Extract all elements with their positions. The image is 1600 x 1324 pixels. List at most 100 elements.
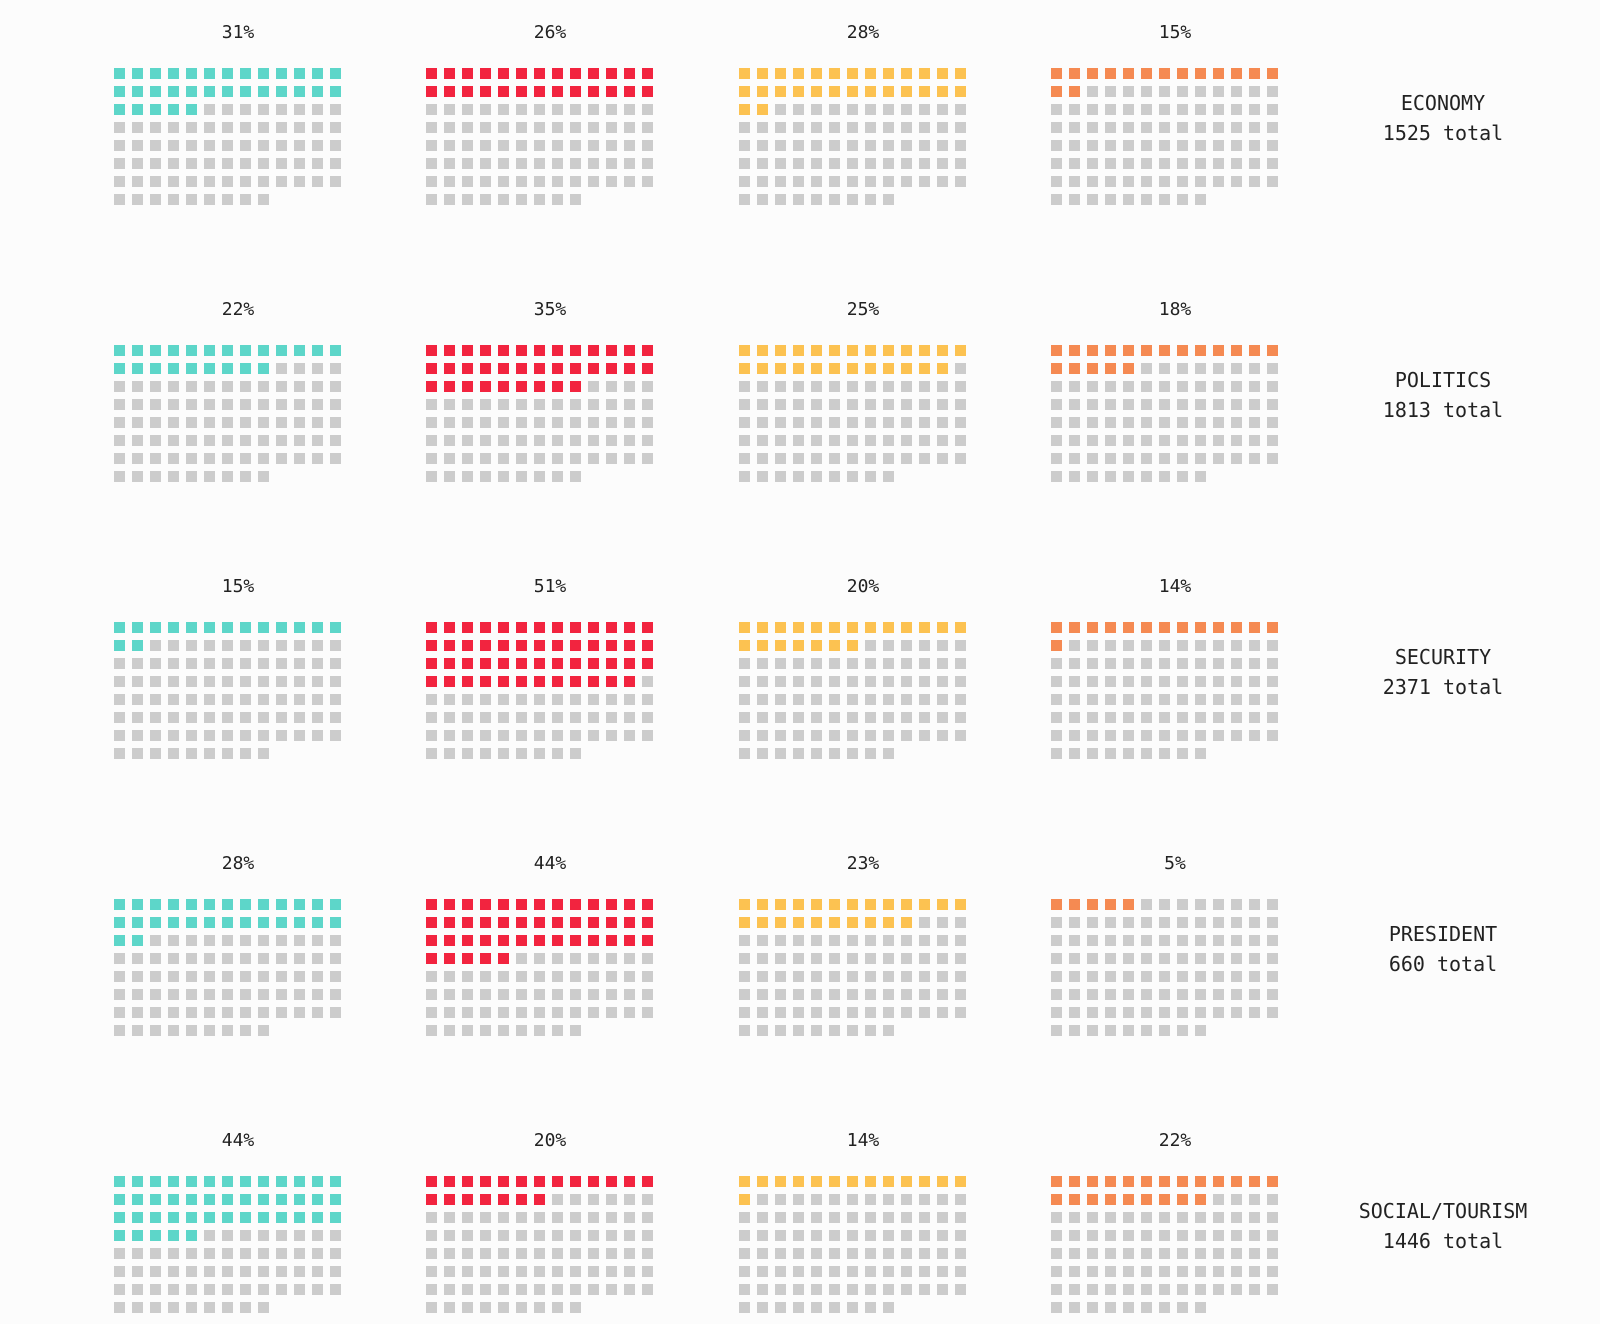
waffle-cell-empty [294, 989, 305, 1000]
waffle-cell-empty [240, 140, 251, 151]
waffle-cell-empty [1051, 1284, 1062, 1295]
waffle-cell-filled [168, 899, 179, 910]
waffle-cell-empty [330, 935, 341, 946]
waffle-cell-filled [865, 917, 876, 928]
waffle-cell-filled [793, 363, 804, 374]
waffle-cell-empty [276, 1248, 287, 1259]
waffle-cell-filled [901, 345, 912, 356]
waffle-cell-empty [739, 417, 750, 428]
waffle-cell-empty [150, 1025, 161, 1036]
waffle-cell-empty [1177, 1230, 1188, 1241]
waffle-cell-empty [1105, 694, 1116, 705]
waffle-cell-empty [847, 194, 858, 205]
waffle-cell-filled [552, 68, 563, 79]
waffle-cell-empty [883, 104, 894, 115]
waffle-cell-filled [480, 622, 491, 633]
waffle-cell-empty [775, 1248, 786, 1259]
waffle-cell-empty [1051, 1212, 1062, 1223]
waffle-cell-empty [132, 1007, 143, 1018]
waffle-cell-filled [132, 345, 143, 356]
waffle-cell-empty [757, 1194, 768, 1205]
waffle-cell-filled [204, 622, 215, 633]
waffle-cell-empty [1141, 399, 1152, 410]
waffle-cell-empty [937, 417, 948, 428]
waffle-cell-empty [240, 676, 251, 687]
waffle-cell-filled [624, 935, 635, 946]
waffle-cell-filled [588, 935, 599, 946]
waffle-cell-empty [552, 1212, 563, 1223]
waffle-cell-empty [901, 658, 912, 669]
waffle-cell-empty [1105, 435, 1116, 446]
waffle-cell-empty [793, 1230, 804, 1241]
waffle-cell-empty [1159, 1007, 1170, 1018]
waffle-cell-empty [847, 417, 858, 428]
waffle-cell-empty [955, 694, 966, 705]
waffle-cell-empty [775, 989, 786, 1000]
waffle-cell-empty [222, 435, 233, 446]
waffle-cell-empty [1051, 1266, 1062, 1277]
waffle-cell-filled [204, 86, 215, 97]
waffle-cell-empty [642, 971, 653, 982]
waffle-cell-empty [829, 676, 840, 687]
waffle-cell-empty [1123, 748, 1134, 759]
waffle-cell-filled [570, 935, 581, 946]
waffle-cell-filled [642, 658, 653, 669]
waffle-cell-filled [757, 363, 768, 374]
waffle-cell-empty [150, 748, 161, 759]
waffle-cell-empty [1177, 1284, 1188, 1295]
waffle-cell-empty [919, 935, 930, 946]
waffle-cell-filled [150, 104, 161, 115]
waffle-cell-empty [1123, 1302, 1134, 1313]
waffle-cell-empty [739, 158, 750, 169]
waffle-cell-filled [847, 640, 858, 651]
total-label: 2371 total [1382, 675, 1504, 699]
waffle-cell-empty [1195, 953, 1206, 964]
waffle-cell-empty [642, 381, 653, 392]
waffle-cell-filled [516, 1176, 527, 1187]
waffle-cell-filled [240, 1194, 251, 1205]
waffle-cell-filled [462, 381, 473, 392]
waffle-cell-empty [775, 1212, 786, 1223]
waffle-cell-empty [1249, 1284, 1260, 1295]
waffle-cell-filled [1087, 345, 1098, 356]
waffle-cell-empty [1087, 194, 1098, 205]
waffle-cell-empty [739, 730, 750, 741]
waffle-cell-filled [258, 1176, 269, 1187]
waffle-cell-empty [498, 417, 509, 428]
waffle-cell-filled [811, 622, 822, 633]
waffle-cell-empty [1231, 399, 1242, 410]
waffle-cell-filled [312, 1194, 323, 1205]
waffle-cell-empty [757, 381, 768, 392]
waffle-cell-filled [114, 86, 125, 97]
waffle-cell-empty [186, 453, 197, 464]
waffle-cell-empty [937, 712, 948, 723]
waffle-cell-empty [462, 417, 473, 428]
waffle-cell-empty [1177, 417, 1188, 428]
waffle-cell-filled [186, 899, 197, 910]
waffle-cell-filled [444, 345, 455, 356]
waffle-cell-filled [642, 899, 653, 910]
waffle-cell-empty [1069, 381, 1080, 392]
waffle-cell-empty [168, 694, 179, 705]
waffle-cell-empty [1213, 140, 1224, 151]
waffle-cell-filled [444, 622, 455, 633]
waffle-cell-empty [276, 140, 287, 151]
waffle-cell-empty [901, 730, 912, 741]
waffle-cell-filled [883, 68, 894, 79]
waffle-cell-filled [1123, 622, 1134, 633]
waffle-cell-empty [1087, 694, 1098, 705]
waffle-cell-empty [444, 1266, 455, 1277]
waffle-cell-filled [1141, 1176, 1152, 1187]
waffle-cell-empty [793, 1025, 804, 1036]
waffle-cell-empty [1231, 899, 1242, 910]
waffle-cell-filled [534, 86, 545, 97]
waffle-cell-empty [240, 1007, 251, 1018]
waffle-cell-empty [534, 694, 545, 705]
waffle-cell-filled [1087, 1194, 1098, 1205]
waffle-cell-filled [480, 86, 491, 97]
waffle-cell-empty [811, 435, 822, 446]
percent-label: 31% [221, 22, 255, 43]
waffle-cell-empty [168, 158, 179, 169]
waffle-cell-filled [1213, 1176, 1224, 1187]
waffle-cell-empty [114, 1025, 125, 1036]
